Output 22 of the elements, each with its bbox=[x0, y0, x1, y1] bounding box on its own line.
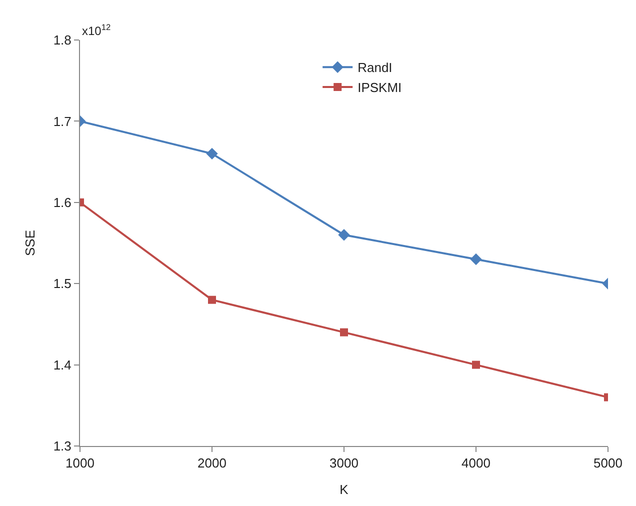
y-tick-label: 1.6 bbox=[53, 194, 72, 210]
y-tick-label: 1.4 bbox=[53, 357, 72, 372]
x-axis-title: K bbox=[340, 482, 349, 498]
point bbox=[472, 360, 480, 369]
legend-label: RandI bbox=[358, 60, 392, 76]
x-tick-label: 1000 bbox=[66, 456, 94, 471]
y-tick-label: 1.8 bbox=[53, 32, 72, 48]
legend-label: IPSKMI bbox=[358, 80, 402, 96]
y-axis-title: SSE bbox=[22, 230, 38, 256]
x-tick-label: 3000 bbox=[330, 456, 358, 471]
y-tick-label: 1.7 bbox=[53, 114, 72, 129]
y-tick-label: 1.3 bbox=[53, 438, 72, 454]
y-tick-label: 1.5 bbox=[53, 276, 72, 292]
point bbox=[206, 148, 218, 160]
point bbox=[340, 328, 348, 336]
x-tick-label: 5000 bbox=[594, 456, 622, 471]
point bbox=[470, 253, 482, 266]
text: x10$^{12}$ bbox=[82, 22, 112, 38]
x-tick-label: 4000 bbox=[462, 456, 490, 471]
point bbox=[208, 296, 216, 304]
x-tick-label: 2000 bbox=[198, 456, 226, 471]
point bbox=[338, 229, 350, 241]
